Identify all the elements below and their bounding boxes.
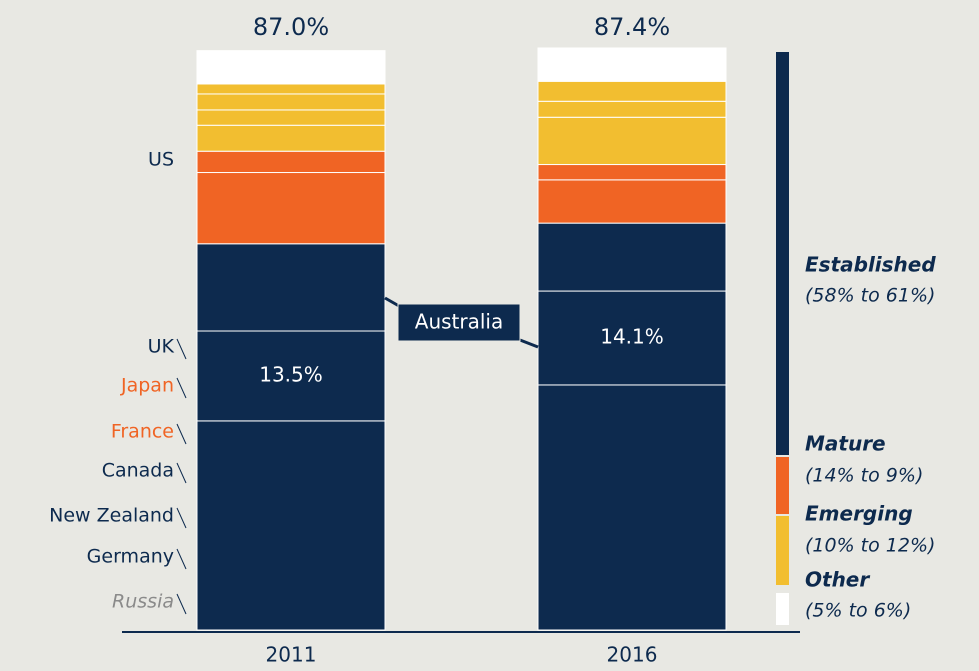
country-label: France bbox=[111, 421, 174, 443]
bar-segment bbox=[537, 116, 727, 166]
bar-segment bbox=[196, 243, 386, 332]
country-label: Japan bbox=[120, 375, 174, 397]
legend-swatch bbox=[776, 52, 789, 455]
legend-name: Established bbox=[805, 253, 936, 277]
leader-line bbox=[176, 377, 187, 399]
legend-name: Other bbox=[805, 568, 870, 592]
leader-line bbox=[176, 462, 187, 484]
legend-swatch bbox=[776, 457, 789, 514]
leader-line bbox=[176, 593, 187, 615]
bar-segment bbox=[537, 179, 727, 224]
leader-line bbox=[176, 423, 187, 445]
bar-segment bbox=[196, 330, 386, 422]
country-label: UK bbox=[148, 336, 175, 358]
callout-line bbox=[384, 296, 400, 308]
leader-line bbox=[176, 507, 187, 529]
data-label: 13.5% bbox=[259, 362, 323, 386]
bar-segment bbox=[537, 222, 727, 292]
country-label: Canada bbox=[102, 460, 174, 482]
bar-segment bbox=[196, 124, 386, 152]
legend-swatch bbox=[776, 516, 789, 585]
leader-line bbox=[176, 338, 187, 360]
bar-segment bbox=[196, 109, 386, 126]
callout-label: Australia bbox=[415, 310, 503, 334]
x-tick-label: 2011 bbox=[266, 643, 317, 667]
country-label: New Zealand bbox=[49, 505, 174, 527]
total-label: 87.0% bbox=[253, 13, 329, 41]
legend-range: (5% to 6%) bbox=[805, 600, 911, 622]
bar-segment bbox=[196, 420, 386, 631]
bar-segment bbox=[196, 50, 386, 85]
legend-name: Mature bbox=[805, 432, 886, 456]
legend-swatch bbox=[776, 593, 789, 625]
country-label: US bbox=[148, 149, 174, 171]
data-label: 14.1% bbox=[600, 325, 664, 349]
bar-segment bbox=[196, 93, 386, 111]
bar-segment bbox=[537, 47, 727, 82]
bar-segment bbox=[196, 150, 386, 174]
country-label: Russia bbox=[112, 591, 174, 613]
x-tick-label: 2016 bbox=[607, 643, 658, 667]
bar-segment bbox=[196, 172, 386, 245]
legend-name: Emerging bbox=[805, 502, 913, 526]
bar-segment bbox=[196, 83, 386, 95]
callout-box bbox=[397, 303, 521, 342]
bar-segment bbox=[537, 100, 727, 118]
legend-range: (14% to 9%) bbox=[805, 465, 923, 487]
bar-segment bbox=[537, 164, 727, 181]
legend-range: (10% to 12%) bbox=[805, 535, 935, 557]
bar-segment bbox=[537, 80, 727, 102]
leader-line bbox=[176, 548, 187, 570]
legend-range: (58% to 61%) bbox=[805, 285, 935, 307]
bar-segment bbox=[537, 384, 727, 631]
callout-line bbox=[519, 338, 539, 349]
country-label: Germany bbox=[87, 546, 174, 568]
total-label: 87.4% bbox=[594, 13, 670, 41]
